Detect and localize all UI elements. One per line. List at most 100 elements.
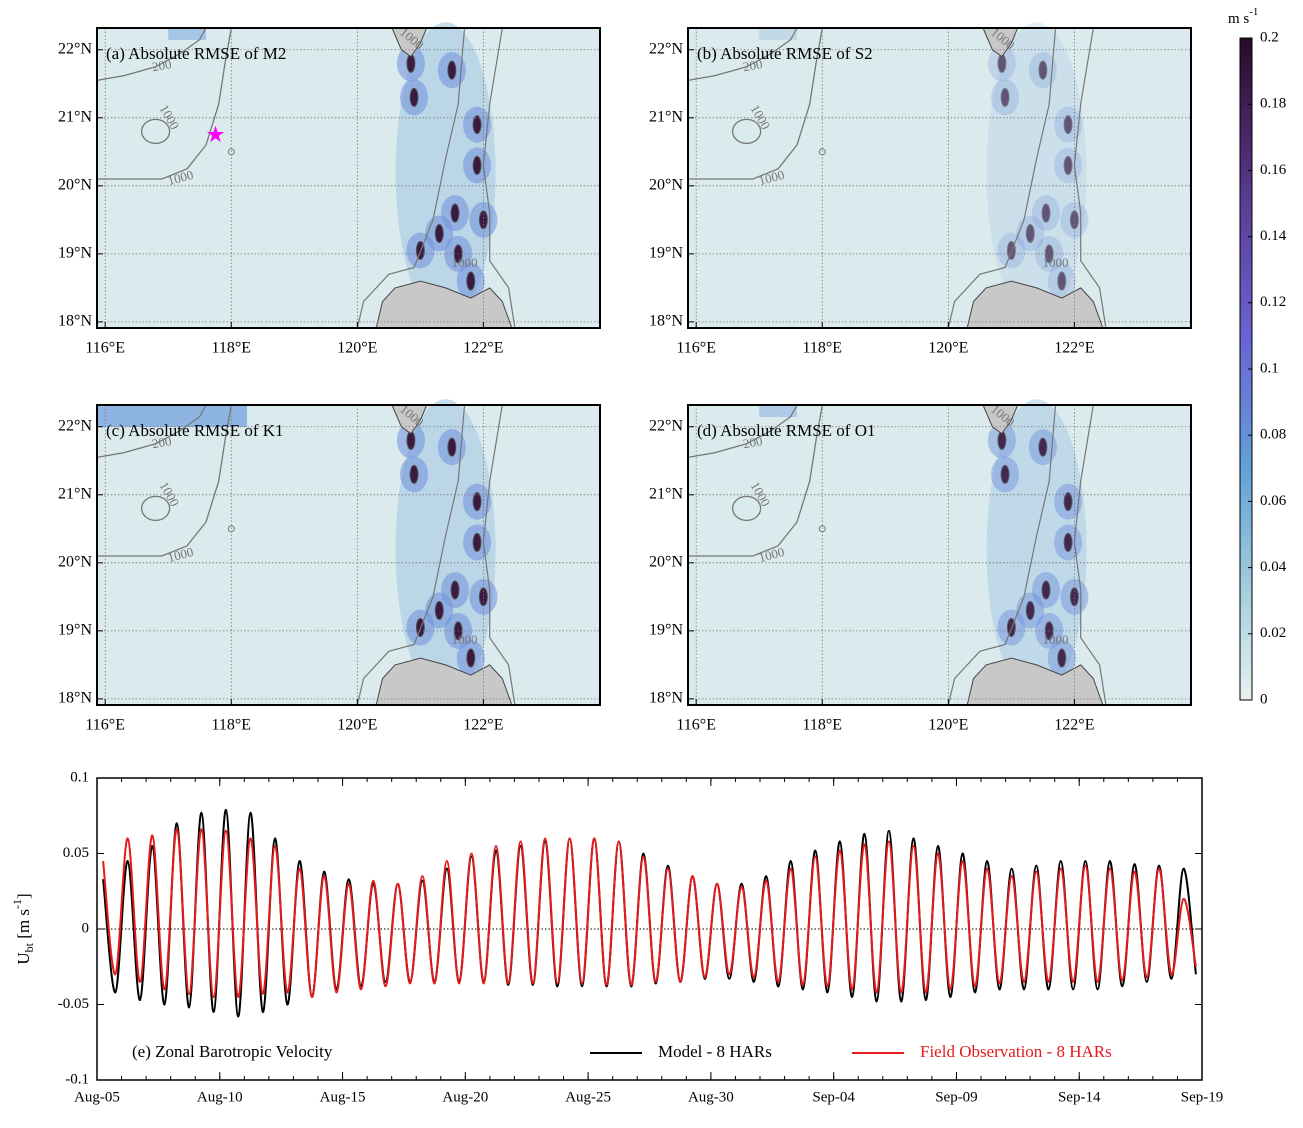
contour-1000 xyxy=(947,27,1057,329)
island xyxy=(472,115,482,135)
rmse-patch xyxy=(168,405,207,417)
island xyxy=(450,203,460,223)
contour-label: 1000 xyxy=(166,167,195,188)
island xyxy=(1063,155,1073,175)
island xyxy=(1000,464,1010,484)
colorbar-tick-label: 0.16 xyxy=(1260,162,1287,178)
colorbar-tick-label: 0 xyxy=(1260,691,1268,707)
y-tick-label: 21°N xyxy=(649,485,683,502)
contour-1000 xyxy=(1073,27,1107,329)
rmse-patch xyxy=(759,405,798,417)
contour-label: 1000 xyxy=(451,632,477,647)
y-tick-label: 18°N xyxy=(649,313,683,330)
series-line xyxy=(102,828,1197,999)
land xyxy=(375,280,513,329)
island xyxy=(1025,600,1035,620)
panel-title: (b) Absolute RMSE of S2 xyxy=(697,44,873,63)
island xyxy=(447,60,457,80)
y-tick-label: 22°N xyxy=(649,40,683,57)
x-tick-label: Aug-25 xyxy=(565,1089,611,1105)
island xyxy=(1063,115,1073,135)
island xyxy=(1038,437,1048,457)
x-tick-label: 120°E xyxy=(337,717,377,734)
y-tick-label: 21°N xyxy=(58,108,92,125)
y-tick-label: 19°N xyxy=(649,245,683,262)
map-frame xyxy=(687,404,1192,706)
contour-1000 xyxy=(688,404,823,557)
contour-label: 1000 xyxy=(757,544,786,565)
contour-label: 200 xyxy=(742,433,764,451)
contour-1000 xyxy=(688,27,823,180)
contour-1000 xyxy=(1073,404,1107,706)
y-tick-label: 0.05 xyxy=(63,845,89,861)
y-tick-label: 19°N xyxy=(649,622,683,639)
contour-200 xyxy=(96,27,207,82)
contour-ring xyxy=(140,495,171,522)
contour-label: 1000 xyxy=(451,255,477,270)
x-tick-label: Sep-14 xyxy=(1058,1089,1101,1105)
sea-field xyxy=(688,405,1191,705)
island xyxy=(472,155,482,175)
panel-title: (e) Zonal Barotropic Velocity xyxy=(132,1042,333,1061)
y-tick-label: -0.1 xyxy=(65,1071,89,1087)
contour-200 xyxy=(687,27,798,82)
colorbar-tick-label: 0.08 xyxy=(1260,427,1286,443)
y-tick-label: 19°N xyxy=(58,245,92,262)
label-end: ] xyxy=(14,893,33,899)
x-tick-label: 118°E xyxy=(211,717,251,734)
contour-1000 xyxy=(482,404,516,706)
x-tick-label: 120°E xyxy=(337,340,377,357)
sea-field xyxy=(97,28,600,328)
x-tick-label: 116°E xyxy=(85,717,125,734)
site-marker xyxy=(206,125,225,143)
y-tick-label: 20°N xyxy=(649,176,683,193)
y-tick-label: 22°N xyxy=(649,417,683,434)
island xyxy=(409,87,419,107)
contour-label: 1000 xyxy=(1042,632,1068,647)
island xyxy=(466,271,476,291)
map-frame xyxy=(687,27,1192,329)
y-tick-label: 21°N xyxy=(649,108,683,125)
contour-label: 200 xyxy=(151,433,173,451)
y-tick-label: 19°N xyxy=(58,622,92,639)
colorbar-tick-label: 0.1 xyxy=(1260,360,1279,376)
label-unit: [m s xyxy=(14,909,33,943)
y-tick-label: 18°N xyxy=(58,313,92,330)
land xyxy=(375,657,513,706)
island xyxy=(472,532,482,552)
contour-label: 1000 xyxy=(166,544,195,565)
x-tick-label: 116°E xyxy=(676,717,716,734)
label-main: U xyxy=(14,952,33,964)
island xyxy=(434,600,444,620)
map-frame xyxy=(96,404,601,706)
y-tick-label: 18°N xyxy=(649,690,683,707)
contour-1000 xyxy=(482,27,516,329)
x-tick-label: 122°E xyxy=(1054,340,1094,357)
island xyxy=(466,648,476,668)
island xyxy=(434,223,444,243)
x-tick-label: 122°E xyxy=(463,340,503,357)
x-tick-label: 122°E xyxy=(463,717,503,734)
panel-title: (c) Absolute RMSE of K1 xyxy=(106,421,284,440)
x-tick-label: Aug-05 xyxy=(74,1089,120,1105)
colorbar-tick-label: 0.2 xyxy=(1260,29,1279,45)
label-sub: bt xyxy=(22,942,36,952)
x-tick-label: Aug-30 xyxy=(688,1089,734,1105)
contour-label: 200 xyxy=(742,56,764,74)
island xyxy=(1063,492,1073,512)
y-tick-label: 22°N xyxy=(58,40,92,57)
y-tick-label: 22°N xyxy=(58,417,92,434)
contour-1000 xyxy=(97,27,232,180)
y-tick-label: 20°N xyxy=(58,553,92,570)
island xyxy=(1041,580,1051,600)
contour-ring xyxy=(731,495,762,522)
map-frame xyxy=(96,27,601,329)
island xyxy=(1025,223,1035,243)
island xyxy=(1063,532,1073,552)
x-tick-label: 118°E xyxy=(211,340,251,357)
contour-1000 xyxy=(947,404,1057,706)
panel-title: (a) Absolute RMSE of M2 xyxy=(106,44,286,63)
